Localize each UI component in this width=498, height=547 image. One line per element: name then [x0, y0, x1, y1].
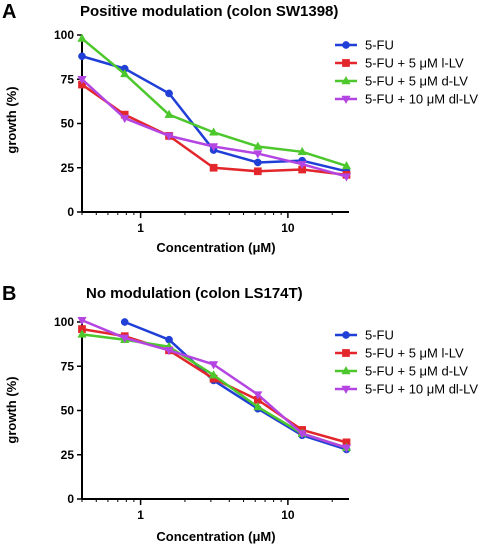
panel-b-y-tick-label: 0	[67, 492, 74, 506]
panel-a-y-tick-label: 25	[61, 161, 75, 175]
panel-b-data-point-3	[208, 361, 219, 370]
panel-a-legend-marker-1	[342, 59, 350, 67]
panel-b-title: No modulation (colon LS174T)	[86, 285, 303, 302]
panel-a: A Positive modulation (colon SW1398) gro…	[2, 1, 478, 255]
panel-a-y-tick-label: 75	[61, 72, 75, 86]
panel-a-data-point-2	[253, 141, 263, 150]
panel-b-data-point-3	[164, 347, 174, 356]
panel-a-legend-label-0: 5-FU	[365, 38, 394, 53]
panel-a-data-point-3	[297, 160, 307, 170]
panel-a-legend-marker-0	[342, 41, 350, 49]
panel-a-letter: A	[2, 1, 16, 23]
panel-a-data-point-2	[297, 146, 307, 156]
panel-a-data-point-2	[77, 33, 87, 42]
panel-a-data-point-3	[77, 76, 87, 85]
panel-b-data-point-3	[297, 430, 307, 439]
panel-a-data-point-0	[78, 52, 86, 61]
panel-a-data-point-3	[164, 132, 174, 141]
panel-a-x-tick-label: 1	[137, 221, 144, 235]
panel-a-y-tick-label: 0	[67, 205, 74, 219]
panel-b-data-point-3	[77, 316, 87, 326]
panel-a-data-point-3	[208, 143, 219, 152]
panel-b-legend-marker-0	[342, 331, 350, 339]
panel-b-y-tick-label: 25	[61, 448, 75, 462]
panel-b-data-point-3	[120, 334, 130, 343]
panel-a-data-point-2	[164, 109, 174, 118]
panel-b-legend: 5-FU 5-FU + 5 μM l-LV 5-FU + 5 μM d-LV 5-FU…	[335, 328, 478, 397]
panel-a-y-tick-label: 100	[54, 28, 74, 42]
panel-a-data-point-1	[253, 167, 262, 176]
panel-a-data-point-2	[208, 127, 219, 136]
panel-a-data-point-0	[165, 89, 173, 98]
panel-b-legend-label-0: 5-FU	[365, 328, 394, 343]
panel-a-legend-label-1: 5-FU + 5 μM l-LV	[365, 56, 464, 71]
panel-b-legend-label-3: 5-FU + 10 μM dl-LV	[365, 382, 478, 397]
panel-b-data-point-2	[253, 401, 263, 411]
panel-b-data-point-2	[208, 370, 219, 379]
panel-b-data-point-2	[77, 329, 87, 338]
panel-b-x-tick-label: 1	[137, 508, 144, 522]
panel-b-legend-label-1: 5-FU + 5 μM l-LV	[365, 346, 464, 361]
panel-a-legend-label-2: 5-FU + 5 μM d-LV	[365, 74, 468, 89]
panel-a-data-point-2	[120, 68, 130, 78]
panel-a-x-axis-label: Concentration (μM)	[156, 240, 275, 255]
panel-b-x-axis-label: Concentration (μM)	[156, 529, 275, 544]
panel-b-data-point-3	[253, 391, 263, 400]
panel-a-data-point-2	[341, 160, 352, 170]
panel-b-legend-label-2: 5-FU + 5 μM d-LV	[365, 364, 468, 379]
panel-b-legend-marker-1	[342, 349, 350, 357]
panel-b-y-tick-label: 50	[61, 404, 75, 418]
panel-a-legend-marker-3	[341, 95, 351, 105]
panel-a-data-point-3	[341, 173, 352, 182]
panel-b-series-line-0	[124, 320, 347, 451]
panel-b-y-axis-label: growth (%)	[4, 376, 19, 443]
panel-a-x-tick-label: 10	[281, 221, 295, 235]
panel-b-data-point-0	[120, 318, 129, 326]
panel-a-title: Positive modulation (colon SW1398)	[80, 3, 338, 20]
panel-a-data-point-0	[253, 158, 262, 167]
panel-a-legend-label-3: 5-FU + 10 μM dl-LV	[365, 92, 478, 107]
panel-a-legend-marker-2	[341, 75, 351, 85]
panel-a-plot-area: 0 25 50 75 100 1 10	[54, 28, 352, 235]
panel-a-data-point-1	[209, 163, 218, 172]
panel-a-legend: 5-FU 5-FU + 5 μM l-LV 5-FU + 5 μM d-LV 5-FU…	[335, 38, 478, 107]
panel-b-data-point-3	[341, 444, 352, 453]
panel-a-data-point-3	[253, 150, 263, 159]
panel-b-y-tick-label: 75	[61, 359, 75, 373]
panel-b: B No modulation (colon LS174T) growth (%…	[2, 283, 478, 544]
panel-b-series-line-1	[81, 327, 347, 444]
panel-b-plot-area: 0 25 50 75 100 1 10	[54, 315, 352, 522]
panel-b-y-tick-label: 100	[54, 315, 74, 329]
panel-b-x-tick-label: 10	[281, 508, 295, 522]
panel-a-y-axis-label: growth (%)	[4, 86, 19, 153]
panel-b-legend-marker-2	[341, 365, 351, 375]
panel-a-y-tick-label: 50	[61, 117, 75, 131]
panel-a-data-point-3	[120, 114, 130, 124]
panel-b-legend-marker-3	[341, 385, 351, 395]
panel-b-letter: B	[2, 283, 16, 305]
